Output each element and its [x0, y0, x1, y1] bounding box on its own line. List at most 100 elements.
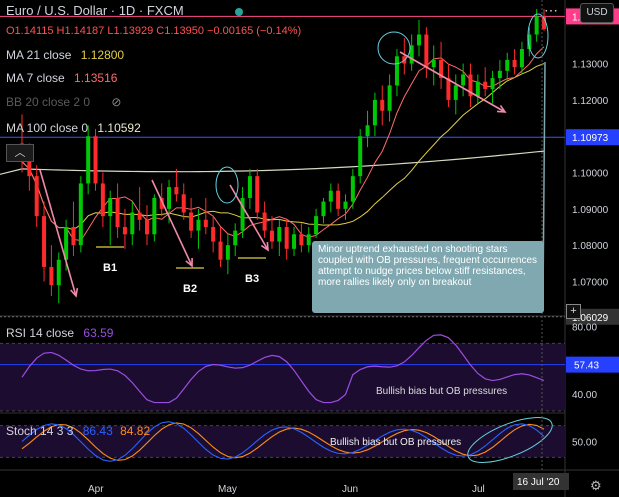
- ma100-line: [0, 150, 545, 175]
- x-tick-label: Jul: [472, 484, 485, 495]
- candle-body: [100, 183, 105, 217]
- candle: [314, 208, 319, 238]
- candle: [505, 52, 510, 82]
- candle: [402, 38, 407, 75]
- candle: [512, 49, 517, 75]
- stoch-legend[interactable]: Stoch 14 3 3 86.43 84.82: [6, 424, 151, 438]
- pattern-label: B3: [245, 273, 259, 285]
- candle-body: [167, 187, 172, 209]
- candle-body: [203, 219, 208, 228]
- candle: [483, 67, 488, 97]
- candle-body: [453, 85, 458, 100]
- candle-body: [86, 136, 91, 184]
- candle: [108, 190, 113, 246]
- symbol-title: Euro / U.S. Dollar · 1D · FXCM: [6, 3, 184, 18]
- candle-body: [461, 74, 466, 86]
- highlight-ellipse: [527, 13, 549, 59]
- candle-body: [431, 59, 436, 68]
- candle-body: [343, 201, 348, 209]
- candle-body: [424, 34, 429, 68]
- price-label-support-bg: [566, 129, 619, 146]
- candle: [225, 234, 230, 275]
- chevron-up-icon[interactable]: ︿: [6, 144, 34, 162]
- candle: [424, 27, 429, 79]
- plus-icon[interactable]: +: [566, 304, 581, 319]
- x-tick-label: Apr: [88, 484, 104, 495]
- candle-body: [299, 234, 304, 246]
- candle-body: [27, 161, 32, 177]
- candle: [431, 45, 436, 86]
- rsi-line: [21, 334, 545, 404]
- candle: [306, 227, 311, 253]
- candle-body: [483, 81, 488, 89]
- gear-icon[interactable]: ⚙: [590, 478, 602, 493]
- candle: [255, 168, 260, 220]
- candle-body: [468, 74, 473, 97]
- candle: [100, 172, 105, 228]
- candle: [115, 183, 120, 238]
- arrow-head: [70, 287, 79, 298]
- candle-body: [365, 125, 370, 137]
- candle-body: [262, 212, 267, 231]
- more-dots-icon[interactable]: ⋯: [544, 2, 558, 18]
- candle: [542, 9, 546, 31]
- candle-body: [108, 197, 113, 217]
- candle: [137, 187, 142, 231]
- candle: [203, 197, 208, 235]
- candle-body: [93, 136, 98, 184]
- candle: [461, 63, 466, 97]
- candle: [336, 183, 341, 217]
- candle: [299, 223, 304, 253]
- candle-body: [196, 219, 201, 231]
- pattern-label: B2: [183, 283, 197, 295]
- candle: [122, 208, 127, 249]
- candle: [152, 194, 157, 242]
- ma7-legend[interactable]: MA 7 close 1.13516: [6, 71, 118, 85]
- rsi-legend[interactable]: RSI 14 close 63.59: [6, 326, 114, 340]
- y-tick-label: 1.09000: [572, 205, 609, 216]
- candle-body: [152, 197, 157, 235]
- candle-body: [122, 227, 127, 235]
- arrow-head: [185, 257, 193, 268]
- candle: [372, 92, 377, 137]
- candle: [446, 63, 451, 108]
- candle: [417, 19, 422, 57]
- candle-body: [144, 219, 149, 235]
- bb-legend[interactable]: BB 20 close 2 0 ⊘: [6, 95, 122, 109]
- currency-button[interactable]: USD: [580, 3, 614, 23]
- candle-body: [130, 212, 135, 235]
- ma100-legend[interactable]: MA 100 close 0 1.10592: [6, 121, 141, 135]
- candle: [130, 201, 135, 246]
- ma21-line: [21, 63, 545, 231]
- rsi-annotation: Bullish bias but OB pressures: [376, 386, 508, 397]
- candle: [181, 183, 186, 220]
- candle-body: [314, 216, 319, 235]
- candle-body: [137, 212, 142, 220]
- candle-body: [321, 201, 326, 217]
- candle: [284, 219, 289, 260]
- y-tick-label: 1.12000: [572, 96, 609, 107]
- pattern-label: B1: [103, 262, 117, 274]
- candle: [350, 168, 355, 209]
- candle: [240, 187, 245, 238]
- candle-body: [218, 241, 223, 260]
- candle-body: [64, 227, 69, 260]
- candle-body: [336, 190, 341, 209]
- rsi-tick-current: 57.43: [574, 361, 599, 372]
- candle: [196, 208, 201, 249]
- price-label-cursor: 1.06029: [572, 313, 609, 324]
- ma21-legend[interactable]: MA 21 close 1.12800: [6, 48, 125, 62]
- candle-body: [269, 230, 274, 242]
- eye-slash-icon[interactable]: ⊘: [111, 95, 122, 109]
- candle: [218, 227, 223, 267]
- candle: [343, 194, 348, 220]
- candle-body: [284, 227, 289, 249]
- candle-body: [475, 81, 480, 97]
- candle-body: [181, 194, 186, 213]
- candle-body: [115, 197, 120, 228]
- candle-body: [49, 266, 54, 286]
- stoch-annotation: Bullish bias but OB pressures: [330, 437, 462, 448]
- candle-body: [255, 176, 260, 213]
- rsi-tick-top: 80.00: [572, 322, 597, 333]
